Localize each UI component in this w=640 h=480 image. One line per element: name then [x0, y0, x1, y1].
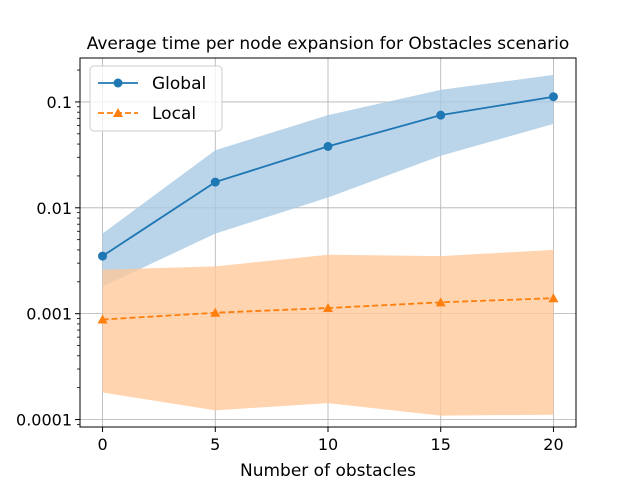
legend-local-marker	[113, 108, 123, 117]
legend: Global Local	[89, 65, 223, 132]
chart-title: Average time per node expansion for Obst…	[87, 34, 570, 54]
x-tick-label: 10	[318, 435, 338, 454]
x-tick-label: 5	[210, 435, 220, 454]
y-tick-label: 0.001	[26, 305, 72, 324]
tick-layer: 0 5 10 15 20 0.0001 0.001 0.01 0.1	[16, 69, 564, 454]
global-data-point	[210, 177, 220, 187]
x-tick-label: 0	[97, 435, 107, 454]
global-data-point	[98, 251, 108, 261]
band-layer	[102, 74, 554, 416]
global-data-point	[323, 141, 333, 151]
line-layer	[97, 92, 559, 324]
y-tick-label: 0.01	[36, 199, 72, 218]
local-data-point	[210, 307, 221, 317]
legend-global-label: Global	[152, 74, 206, 94]
y-tick-label: 0.0001	[16, 411, 72, 430]
global-confidence-band	[102, 74, 554, 287]
legend-local-label: Local	[152, 104, 196, 124]
y-tick-label: 0.1	[47, 93, 72, 112]
local-data-point	[323, 303, 333, 313]
local-data-point	[548, 293, 559, 303]
x-tick-label: 15	[431, 435, 451, 454]
x-tick-label: 20	[543, 435, 563, 454]
global-data-point	[548, 92, 558, 102]
x-axis-label: Number of obstacles	[240, 461, 416, 480]
local-confidence-band	[102, 249, 554, 416]
legend-global-marker	[113, 78, 123, 88]
local-data-point	[435, 297, 446, 307]
global-data-point	[436, 110, 446, 120]
local-data-point	[97, 314, 108, 324]
